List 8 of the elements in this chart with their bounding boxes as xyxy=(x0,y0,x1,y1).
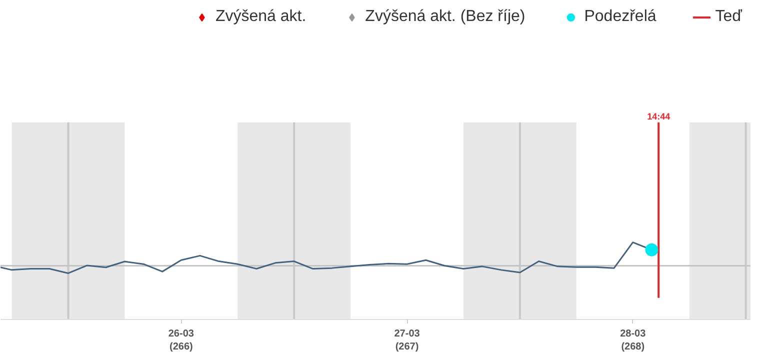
text: Teď xyxy=(715,8,742,26)
legend-label: Zvýšená akt. xyxy=(215,8,306,26)
x-tick-label: 28-03 (268) xyxy=(620,328,646,353)
x-tick-label: 26-03 (266) xyxy=(168,328,194,353)
x-tick-label: 27-03 (267) xyxy=(394,328,420,353)
legend-label: Zvýšená akt. (Bez říje) xyxy=(365,8,526,26)
legend-label: Podezřelá xyxy=(584,8,656,26)
ref-line-label: 14:44 xyxy=(647,111,670,122)
